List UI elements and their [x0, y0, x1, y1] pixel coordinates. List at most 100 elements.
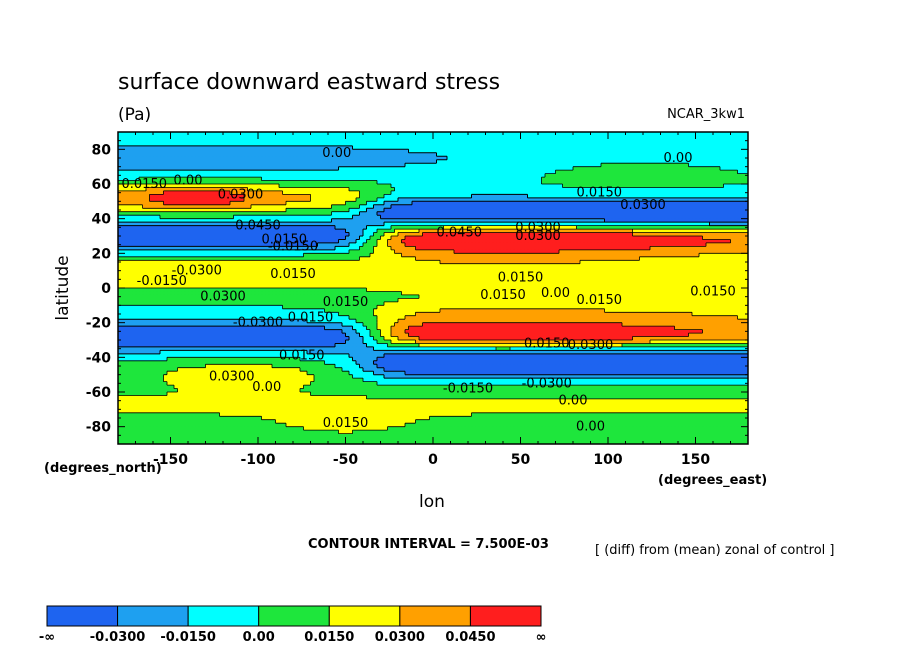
contour-cell: [548, 132, 553, 137]
contour-cell: [594, 190, 599, 195]
contour-cell: [387, 211, 392, 216]
contour-cell: [569, 204, 574, 209]
contour-cell: [160, 184, 165, 189]
contour-cell: [695, 204, 700, 209]
contour-cell: [569, 184, 574, 189]
contour-cell: [629, 180, 634, 185]
contour-cell: [293, 159, 298, 164]
contour-cell: [692, 187, 697, 192]
contour-cell: [352, 190, 357, 195]
contour-cell: [699, 132, 704, 137]
contour-cell: [524, 190, 529, 195]
contour-cell: [426, 149, 431, 154]
contour-cell: [142, 225, 147, 230]
contour-cell: [195, 218, 200, 223]
contour-cell: [678, 163, 683, 168]
contour-cell: [272, 218, 277, 223]
contour-cell: [531, 197, 536, 202]
contour-cell: [226, 142, 231, 147]
contour-cell: [524, 166, 529, 171]
contour-cell: [520, 190, 525, 195]
contour-cell: [139, 138, 144, 143]
contour-cell: [405, 138, 410, 143]
contour-cell: [503, 166, 508, 171]
contour-cell: [300, 156, 305, 161]
contour-cell: [237, 166, 242, 171]
contour-cell: [135, 222, 140, 227]
contour-cell: [520, 170, 525, 175]
contour-cell: [181, 184, 186, 189]
contour-cell: [674, 132, 679, 137]
contour-cell: [226, 225, 231, 230]
contour-cell: [426, 152, 431, 157]
contour-cell: [741, 177, 746, 182]
contour-cell: [324, 135, 329, 140]
contour-cell: [356, 149, 361, 154]
contour-cell: [226, 170, 231, 175]
contour-cell: [373, 166, 378, 171]
contour-cell: [646, 152, 651, 157]
contour-cell: [436, 163, 441, 168]
contour-cell: [457, 159, 462, 164]
contour-cell: [121, 177, 126, 182]
contour-cell: [356, 194, 361, 199]
contour-cell: [331, 211, 336, 216]
contour-cell: [233, 135, 238, 140]
contour-cell: [181, 218, 186, 223]
contour-cell: [254, 201, 259, 206]
contour-cell: [681, 156, 686, 161]
contour-cell: [443, 190, 448, 195]
contour-cell: [569, 218, 574, 223]
contour-cell: [153, 177, 158, 182]
contour-cell: [566, 152, 571, 157]
contour-cell: [310, 145, 315, 150]
contour-cell: [170, 138, 175, 143]
contour-cell: [398, 159, 403, 164]
contour-cell: [737, 194, 742, 199]
contour-cell: [408, 180, 413, 185]
contour-cell: [377, 163, 382, 168]
contour-cell: [163, 177, 168, 182]
contour-cell: [328, 218, 333, 223]
contour-cell: [202, 142, 207, 147]
contour-cell: [741, 163, 746, 168]
contour-cell: [384, 204, 389, 209]
contour-cell: [562, 211, 567, 216]
contour-cell: [569, 156, 574, 161]
contour-cell: [146, 222, 151, 227]
contour-cell: [545, 173, 550, 178]
contour-cell: [713, 190, 718, 195]
contour-cell: [349, 190, 354, 195]
contour-cell: [604, 184, 609, 189]
contour-cell: [674, 211, 679, 216]
contour-cell: [195, 177, 200, 182]
contour-cell: [510, 180, 515, 185]
contour-cell: [125, 197, 130, 202]
contour-cell: [552, 152, 557, 157]
contour-cell: [499, 149, 504, 154]
contour-cell: [440, 218, 445, 223]
contour-cell: [163, 201, 168, 206]
contour-cell: [163, 187, 168, 192]
contour-cell: [142, 187, 147, 192]
contour-cell: [184, 190, 189, 195]
contour-cell: [601, 201, 606, 206]
contour-cell: [643, 135, 648, 140]
contour-cell: [741, 142, 746, 147]
contour-cell: [457, 166, 462, 171]
contour-cell: [576, 163, 581, 168]
contour-cell: [296, 138, 301, 143]
contour-cell: [706, 218, 711, 223]
contour-cell: [142, 166, 147, 171]
contour-cell: [632, 142, 637, 147]
contour-cell: [485, 132, 490, 137]
contour-cell: [723, 170, 728, 175]
contour-cell: [475, 149, 480, 154]
contour-cell: [132, 135, 137, 140]
contour-cell: [594, 204, 599, 209]
contour-cell: [475, 138, 480, 143]
contour-cell: [405, 152, 410, 157]
contour-cell: [653, 156, 658, 161]
contour-cell: [275, 222, 280, 227]
contour-cell: [604, 177, 609, 182]
